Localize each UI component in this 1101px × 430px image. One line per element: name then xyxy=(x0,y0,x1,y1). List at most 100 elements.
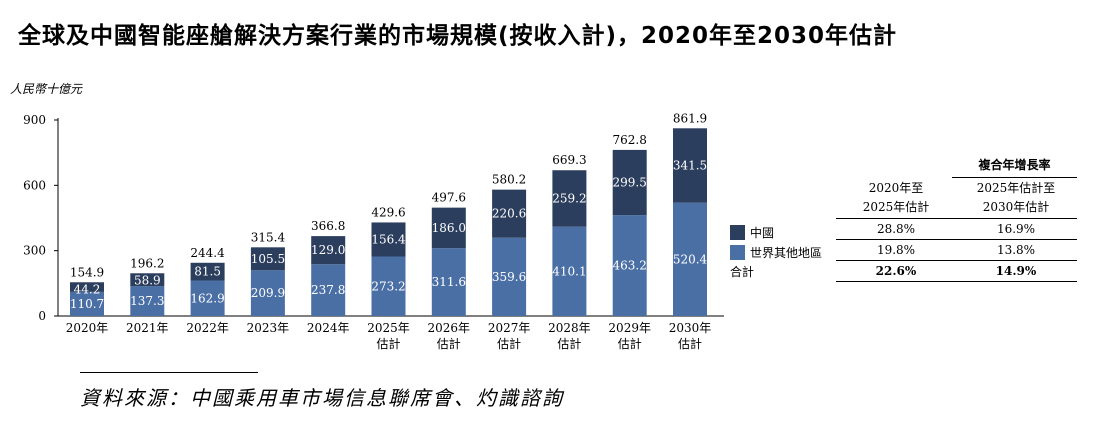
x-tick-label: 估計 xyxy=(376,336,400,351)
x-tick-label: 2030年 xyxy=(669,321,712,335)
bar-rest-of-world xyxy=(130,286,165,316)
cagr-row-rest-of-world: 19.8% 13.8% xyxy=(836,240,1077,261)
data-label-total: 762.8 xyxy=(613,133,647,147)
y-tick-label: 600 xyxy=(23,178,46,192)
cagr-header-2025-2030-line2: 2030年估計 xyxy=(982,200,1050,214)
x-tick-label: 2026年 xyxy=(428,321,471,335)
x-tick-label: 估計 xyxy=(557,336,581,351)
data-label-china: 58.9 xyxy=(134,273,161,287)
cagr-header-2020-2025-line2: 2025年估計 xyxy=(862,200,930,214)
data-label-china: 105.5 xyxy=(251,252,285,266)
bar-china xyxy=(130,273,165,287)
data-label-total: 669.3 xyxy=(552,153,586,167)
data-label-china: 341.5 xyxy=(673,158,707,172)
cagr-row-2020-2025: 19.8% xyxy=(876,243,916,257)
bar-china xyxy=(311,236,346,265)
bar-rest-of-world xyxy=(70,291,104,316)
bar-rest-of-world xyxy=(250,270,285,316)
data-label-rest-of-world: 410.1 xyxy=(552,264,586,278)
data-label-rest-of-world: 110.7 xyxy=(70,297,104,311)
bar-rest-of-world xyxy=(431,248,466,316)
x-tick-label: 2027年 xyxy=(488,321,531,335)
data-label-rest-of-world: 463.2 xyxy=(613,259,647,273)
data-label-rest-of-world: 162.9 xyxy=(190,291,224,305)
data-label-china: 299.5 xyxy=(613,176,647,190)
cagr-row-china: 28.8% 16.9% xyxy=(836,219,1077,240)
data-label-china: 156.4 xyxy=(371,232,406,246)
data-label-china: 259.2 xyxy=(552,191,586,205)
bar-rest-of-world xyxy=(371,256,406,316)
data-label-total: 366.8 xyxy=(311,219,345,233)
bar-china xyxy=(552,170,587,227)
x-tick-label: 2021年 xyxy=(126,321,169,335)
legend-label-china: 中國 xyxy=(750,225,775,240)
x-tick-label: 2024年 xyxy=(307,321,350,335)
chart-title: 全球及中國智能座艙解決方案行業的市場規模(按收入計)，2020年至2030年估計 xyxy=(18,23,898,49)
legend-label-total: 合計 xyxy=(730,265,755,279)
y-tick-label: 900 xyxy=(23,113,46,127)
data-label-total: 196.2 xyxy=(130,256,164,270)
data-label-rest-of-world: 237.8 xyxy=(311,283,345,297)
legend-item-china: 中國 xyxy=(730,222,822,242)
cagr-row-total: 22.6% 14.9% xyxy=(836,261,1077,282)
cagr-header-2020-2025-line1: 2020年至 xyxy=(868,181,924,195)
x-tick-label: 2029年 xyxy=(608,321,651,335)
data-label-china: 186.0 xyxy=(432,221,466,235)
x-tick-label: 估計 xyxy=(437,336,461,351)
bar-rest-of-world xyxy=(311,264,346,316)
legend: 中國 世界其他地區 合計 xyxy=(730,222,822,282)
data-label-china: 44.2 xyxy=(74,282,101,296)
data-label-rest-of-world: 273.2 xyxy=(371,279,405,293)
cagr-header-2020-2025: 2020年至 2025年估計 xyxy=(836,179,956,217)
legend-swatch-rest-of-world xyxy=(730,244,745,260)
cagr-china-2025-2030: 16.9% xyxy=(996,222,1036,236)
data-label-china: 129.0 xyxy=(311,243,345,257)
bar-rest-of-world xyxy=(673,202,707,316)
data-label-total: 154.9 xyxy=(70,265,104,279)
source-note: 資料來源：中國乘用車市場信息聯席會、灼識諮詢 xyxy=(80,386,564,410)
cagr-table-header: 2020年至 2025年估計 2025年估計至 2030年估計 xyxy=(836,178,1077,219)
x-tick-label: 2023年 xyxy=(247,321,290,335)
x-tick-label: 2022年 xyxy=(186,321,229,335)
bar-china xyxy=(612,149,647,216)
data-label-rest-of-world: 359.6 xyxy=(492,270,526,284)
bar-rest-of-world xyxy=(612,215,647,316)
label-layer: 110.744.2 154.9 2020年 137.3 58.9 196.2 2021年 16… xyxy=(66,111,712,351)
x-tick-label: 估計 xyxy=(497,336,521,351)
bar-layer xyxy=(70,128,707,316)
x-tick-label: 估計 xyxy=(678,336,702,351)
y-axis-unit-label: 人民幣十億元 xyxy=(10,82,83,96)
data-label-total: 315.4 xyxy=(251,230,286,244)
data-label-china: 81.5 xyxy=(194,265,221,279)
bar-china xyxy=(70,282,104,292)
bar-china xyxy=(431,207,466,249)
data-label-rest-of-world: 137.3 xyxy=(130,294,164,308)
source-divider xyxy=(80,372,258,373)
cagr-header-2025-2030: 2025年估計至 2030年估計 xyxy=(956,179,1076,217)
legend-item-rest-of-world: 世界其他地區 xyxy=(730,242,822,262)
legend-swatch-china xyxy=(730,224,745,240)
data-label-china: 220.6 xyxy=(492,207,526,221)
bar-rest-of-world xyxy=(492,237,527,316)
bar-china xyxy=(371,222,406,257)
bar-china xyxy=(250,247,285,271)
cagr-row-2025-2030: 13.8% xyxy=(996,243,1036,257)
cagr-total-2025-2030: 14.9% xyxy=(995,264,1037,278)
x-tick-label: 2028年 xyxy=(548,321,591,335)
cagr-china-2020-2025: 28.8% xyxy=(876,222,916,236)
x-tick-label: 2020年 xyxy=(66,321,109,335)
data-label-rest-of-world: 311.6 xyxy=(432,275,466,289)
cagr-header-2025-2030-line1: 2025年估計至 xyxy=(976,181,1056,195)
bar-rest-of-world xyxy=(552,226,587,316)
data-label-total: 497.6 xyxy=(432,191,466,205)
x-tick-label: 2025年 xyxy=(367,321,410,335)
data-label-total: 580.2 xyxy=(492,173,526,187)
data-label-total: 861.9 xyxy=(673,111,707,125)
x-tick-label: 估計 xyxy=(618,336,642,351)
cagr-total-2020-2025: 22.6% xyxy=(875,264,917,278)
bar-china xyxy=(673,128,707,203)
legend-label-rest-of-world: 世界其他地區 xyxy=(750,245,823,260)
cagr-table: 複合年增長率 2020年至 2025年估計 2025年估計至 2030年估計 2… xyxy=(836,156,1077,282)
data-label-total: 429.6 xyxy=(371,205,405,219)
